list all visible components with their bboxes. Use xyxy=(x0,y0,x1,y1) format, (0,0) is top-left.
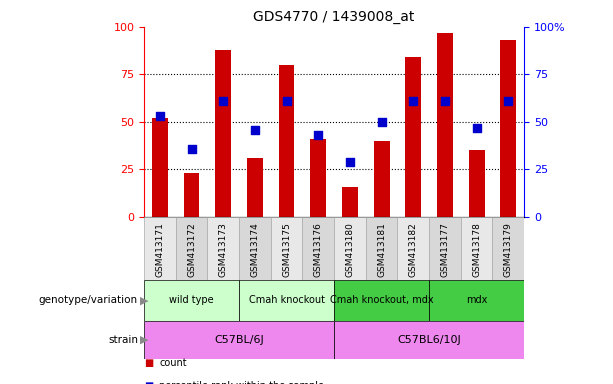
Text: C57BL6/10J: C57BL6/10J xyxy=(397,335,461,345)
Point xyxy=(313,132,323,138)
Bar xyxy=(429,280,524,321)
Bar xyxy=(342,187,358,217)
Text: genotype/variation: genotype/variation xyxy=(39,295,138,306)
Bar xyxy=(215,50,231,217)
Title: GDS4770 / 1439008_at: GDS4770 / 1439008_at xyxy=(253,10,415,25)
Text: strain: strain xyxy=(108,335,138,345)
Bar xyxy=(405,57,421,217)
Bar xyxy=(461,217,492,280)
Bar xyxy=(144,217,176,280)
Point xyxy=(282,98,292,104)
Text: Cmah knockout, mdx: Cmah knockout, mdx xyxy=(330,295,433,306)
Point xyxy=(408,98,418,104)
Bar xyxy=(366,217,397,280)
Bar xyxy=(271,217,302,280)
Bar xyxy=(239,217,271,280)
Bar xyxy=(374,141,389,217)
Point xyxy=(345,159,355,165)
Point xyxy=(503,98,513,104)
Point xyxy=(472,124,482,131)
Text: wild type: wild type xyxy=(169,295,214,306)
Bar xyxy=(207,217,239,280)
Bar xyxy=(429,217,461,280)
Text: ■: ■ xyxy=(144,358,153,368)
Bar xyxy=(144,280,239,321)
Text: GSM413178: GSM413178 xyxy=(472,222,481,277)
Text: GSM413181: GSM413181 xyxy=(377,222,386,277)
Bar xyxy=(492,217,524,280)
Bar xyxy=(334,321,524,359)
Text: ▶: ▶ xyxy=(140,295,148,306)
Bar xyxy=(279,65,294,217)
Point xyxy=(186,146,196,152)
Text: Cmah knockout: Cmah knockout xyxy=(249,295,324,306)
Text: ■: ■ xyxy=(144,381,153,384)
Bar xyxy=(334,280,429,321)
Text: GSM413180: GSM413180 xyxy=(345,222,354,277)
Text: count: count xyxy=(159,358,187,368)
Bar xyxy=(184,173,199,217)
Bar xyxy=(239,280,334,321)
Point xyxy=(155,113,165,119)
Text: GSM413182: GSM413182 xyxy=(409,222,418,277)
Text: GSM413177: GSM413177 xyxy=(440,222,449,277)
Bar xyxy=(247,158,263,217)
Text: C57BL/6J: C57BL/6J xyxy=(214,335,264,345)
Bar xyxy=(176,217,207,280)
Bar xyxy=(397,217,429,280)
Bar xyxy=(302,217,334,280)
Point xyxy=(218,98,228,104)
Text: GSM413173: GSM413173 xyxy=(219,222,228,277)
Text: GSM413176: GSM413176 xyxy=(314,222,323,277)
Text: ▶: ▶ xyxy=(140,335,148,345)
Text: percentile rank within the sample: percentile rank within the sample xyxy=(159,381,324,384)
Point xyxy=(376,119,386,125)
Point xyxy=(250,126,260,132)
Text: GSM413172: GSM413172 xyxy=(187,222,196,277)
Text: GSM413174: GSM413174 xyxy=(250,222,259,277)
Bar xyxy=(469,151,484,217)
Text: GSM413171: GSM413171 xyxy=(155,222,164,277)
Point xyxy=(440,98,450,104)
Bar xyxy=(144,321,334,359)
Bar xyxy=(437,33,453,217)
Bar xyxy=(334,217,366,280)
Bar xyxy=(310,139,326,217)
Bar xyxy=(500,40,516,217)
Text: mdx: mdx xyxy=(466,295,487,306)
Text: GSM413175: GSM413175 xyxy=(282,222,291,277)
Bar xyxy=(152,118,168,217)
Text: GSM413179: GSM413179 xyxy=(504,222,513,277)
